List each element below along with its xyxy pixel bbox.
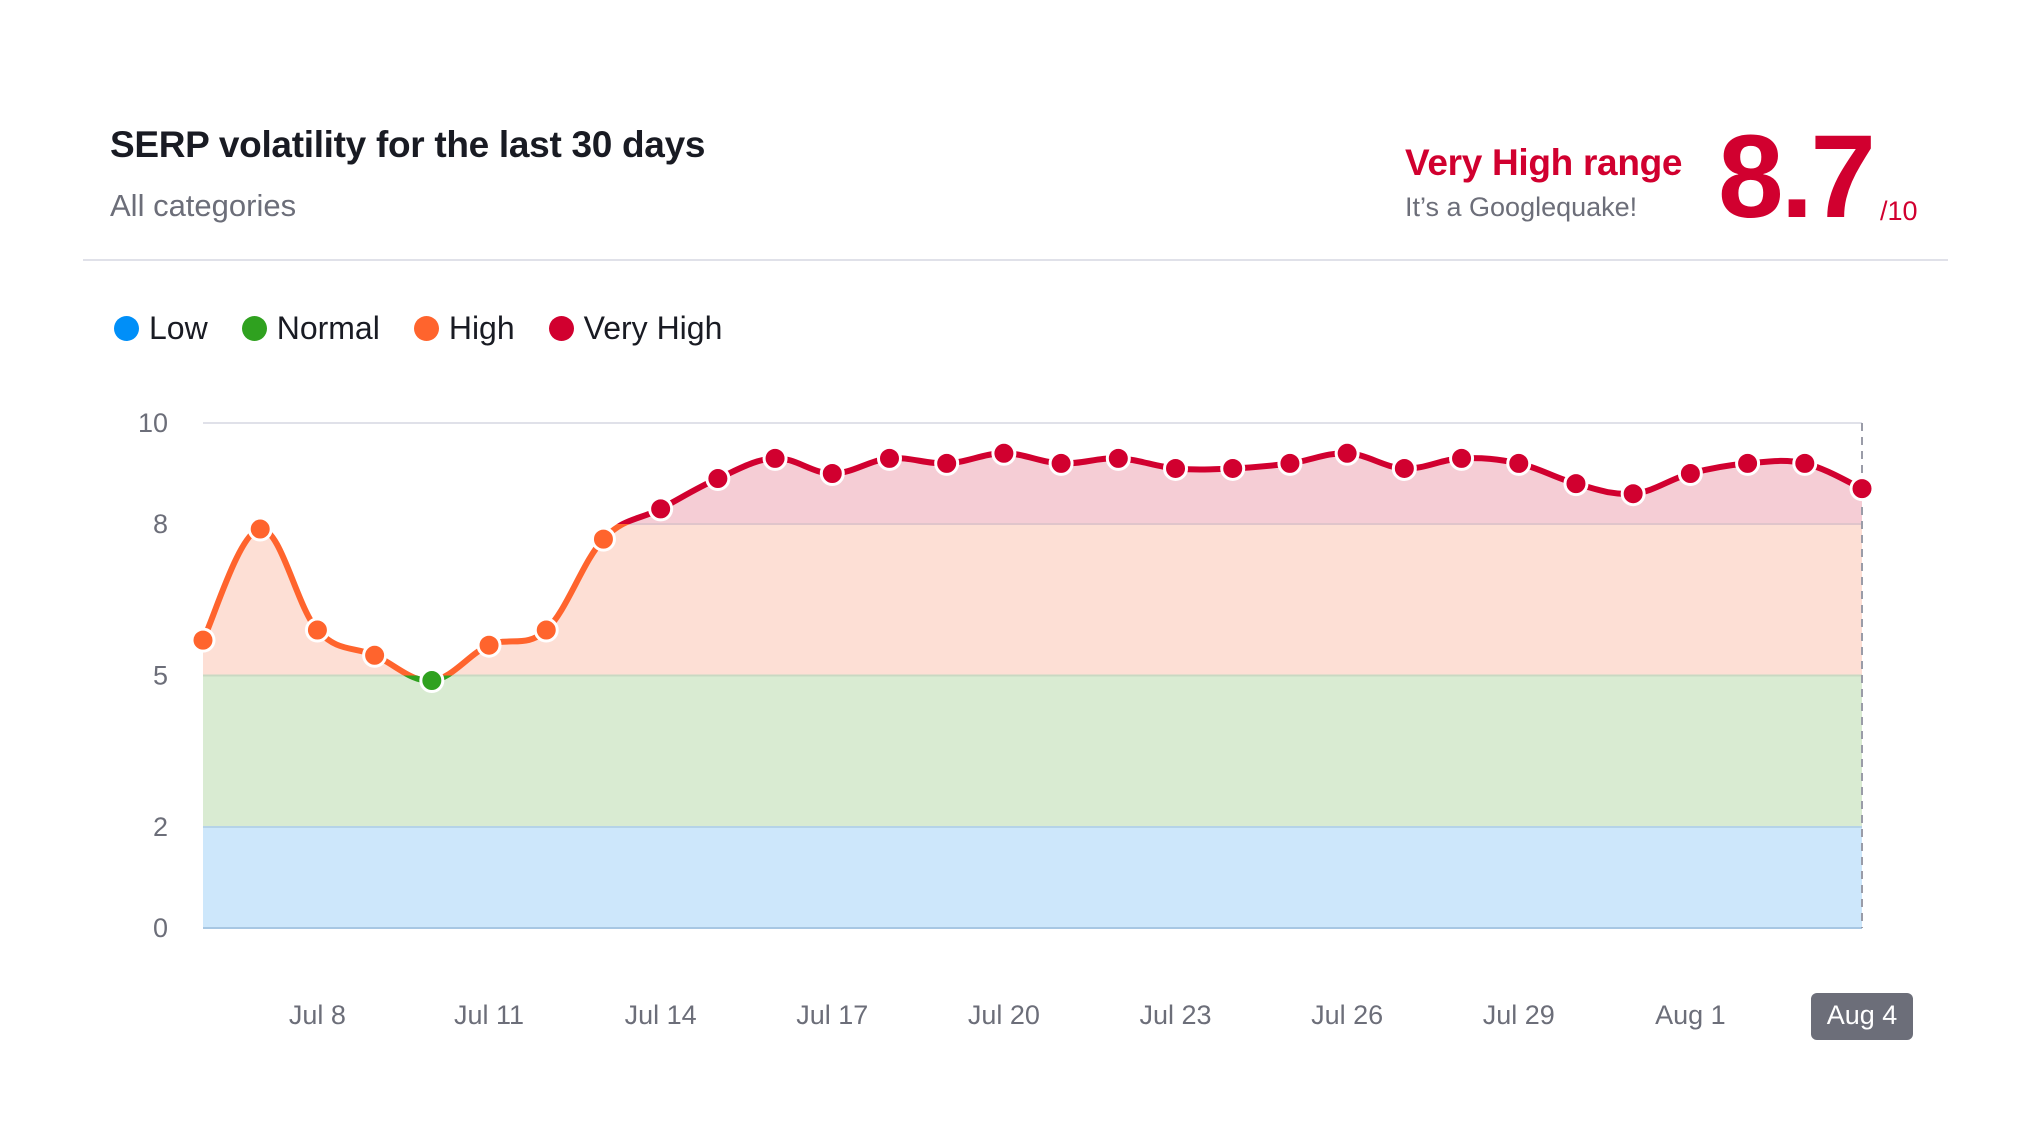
y-tick-label: 10 [138, 408, 168, 438]
data-point [304, 617, 330, 643]
range-description: It’s a Googlequake! [1405, 192, 1638, 222]
legend-dot-icon [114, 316, 139, 341]
data-point [1334, 440, 1360, 466]
y-tick-label: 0 [153, 913, 168, 943]
legend-dot-icon [548, 316, 574, 341]
data-point [1277, 450, 1303, 476]
x-tick-highlight-badge [1811, 993, 1913, 1040]
data-point [1163, 455, 1189, 481]
data-point [362, 642, 388, 668]
category-subtitle: All categories [110, 188, 297, 223]
data-point [819, 461, 845, 486]
x-tick-label: Jul 8 [289, 1000, 346, 1030]
header-divider [83, 259, 1948, 261]
data-point [1735, 450, 1761, 476]
legend-label: High [448, 310, 515, 346]
data-point [1506, 450, 1532, 476]
y-tick-label: 2 [153, 812, 168, 842]
score-max: /10 [1880, 196, 1918, 226]
legend-item-low[interactable]: Low [114, 310, 208, 347]
data-point [1105, 445, 1131, 471]
legend-dot-icon [413, 316, 439, 341]
band-normal [203, 675, 1862, 827]
x-tick-label: Jul 23 [1139, 1000, 1211, 1030]
data-point [1849, 476, 1875, 502]
band-low [203, 827, 1862, 928]
legend-dot-icon [241, 316, 267, 341]
y-tick-label: 8 [153, 509, 168, 539]
data-point [419, 668, 445, 694]
data-point [533, 617, 559, 643]
data-point [705, 466, 731, 492]
legend-item-very-high[interactable]: Very High [548, 310, 723, 347]
legend-item-high[interactable]: High [413, 310, 515, 347]
data-point [1220, 455, 1246, 481]
data-point [762, 445, 788, 471]
x-tick-label: Jul 14 [625, 1000, 697, 1030]
data-point [1048, 450, 1074, 476]
data-point [190, 627, 216, 653]
data-point [934, 450, 960, 476]
data-point [876, 445, 902, 471]
data-point [247, 516, 273, 542]
x-tick-label: Aug 4 [1827, 1000, 1898, 1030]
data-point [476, 632, 502, 658]
x-tick-label: Jul 26 [1311, 1000, 1383, 1030]
data-point [1620, 481, 1646, 507]
data-point [648, 496, 674, 522]
legend: Low Normal High Very High [114, 310, 722, 347]
data-point [590, 526, 616, 552]
data-point [1792, 450, 1818, 476]
area-above-line [203, 421, 1862, 681]
x-tick-label: Jul 20 [968, 1000, 1040, 1030]
x-tick-label: Jul 11 [454, 1000, 524, 1030]
legend-label: Very High [583, 310, 723, 346]
volatility-score: 8.7 [1718, 111, 1876, 243]
range-label: Very High range [1405, 142, 1683, 183]
legend-label: Low [149, 310, 208, 346]
x-tick-label: Aug 1 [1655, 1000, 1726, 1030]
chart-title: SERP volatility for the last 30 days [110, 124, 706, 165]
y-tick-label: 5 [153, 661, 168, 691]
data-point [991, 440, 1017, 466]
legend-item-normal[interactable]: Normal [241, 310, 380, 347]
data-point [1563, 471, 1589, 497]
data-point [1391, 455, 1417, 481]
legend-label: Normal [276, 310, 380, 346]
data-point [1449, 445, 1475, 471]
x-tick-label: Jul 17 [796, 1000, 868, 1030]
data-point [1677, 461, 1703, 486]
x-tick-label: Jul 29 [1483, 1000, 1555, 1030]
